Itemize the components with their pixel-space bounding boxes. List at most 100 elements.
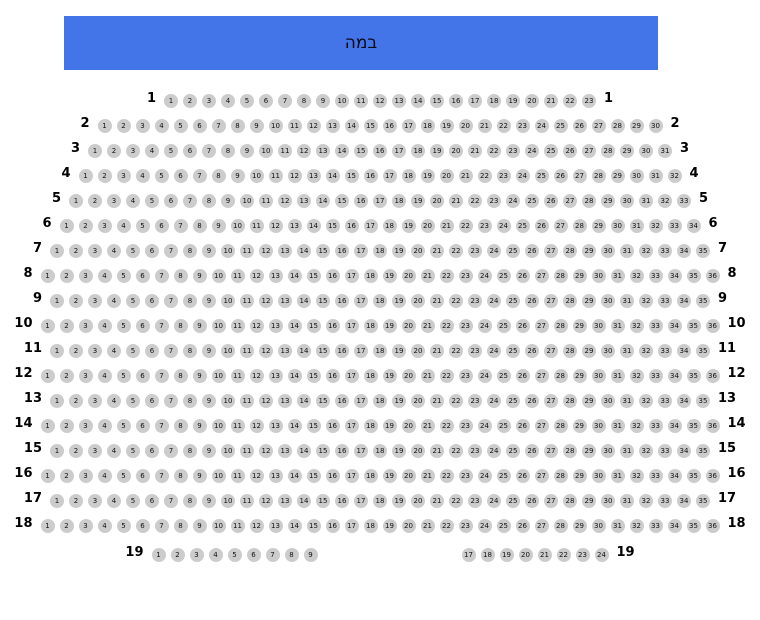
seat-row12-21[interactable]: 21 xyxy=(420,368,435,383)
seat-row8-22[interactable]: 22 xyxy=(439,268,454,283)
seat-row5-29[interactable]: 29 xyxy=(601,193,615,208)
seat-row1-14[interactable]: 14 xyxy=(411,93,425,108)
seat-row8-17[interactable]: 17 xyxy=(344,268,359,283)
seat-row5-18[interactable]: 18 xyxy=(392,193,406,208)
seat-row3-1[interactable]: 1 xyxy=(88,143,102,158)
seat-row10-33[interactable]: 33 xyxy=(648,318,663,333)
seat-row14-15[interactable]: 15 xyxy=(306,418,321,433)
seat-row11-30[interactable]: 30 xyxy=(601,343,615,358)
seat-row6-30[interactable]: 30 xyxy=(610,218,625,233)
seat-row5-22[interactable]: 22 xyxy=(468,193,482,208)
seat-row11-5[interactable]: 5 xyxy=(126,343,140,358)
seat-row5-12[interactable]: 12 xyxy=(278,193,292,208)
seat-row8-30[interactable]: 30 xyxy=(591,268,606,283)
seat-row12-25[interactable]: 25 xyxy=(496,368,511,383)
seat-row9-14[interactable]: 14 xyxy=(297,293,311,308)
seat-row15-11[interactable]: 11 xyxy=(240,443,254,458)
seat-row14-13[interactable]: 13 xyxy=(268,418,283,433)
seat-row16-2[interactable]: 2 xyxy=(59,468,74,483)
seat-row8-25[interactable]: 25 xyxy=(496,268,511,283)
seat-row14-30[interactable]: 30 xyxy=(591,418,606,433)
seat-row8-19[interactable]: 19 xyxy=(382,268,397,283)
seat-row4-4[interactable]: 4 xyxy=(135,168,150,183)
seat-row12-9[interactable]: 9 xyxy=(192,368,207,383)
seat-row6-18[interactable]: 18 xyxy=(382,218,397,233)
seat-row10-35[interactable]: 35 xyxy=(686,318,701,333)
seat-row5-2[interactable]: 2 xyxy=(88,193,102,208)
seat-row17-9[interactable]: 9 xyxy=(202,493,216,508)
seat-row2-28[interactable]: 28 xyxy=(610,118,625,133)
seat-row18-12[interactable]: 12 xyxy=(249,518,264,533)
seat-row2-30[interactable]: 30 xyxy=(648,118,663,133)
seat-row17-6[interactable]: 6 xyxy=(145,493,159,508)
seat-row6-19[interactable]: 19 xyxy=(401,218,416,233)
seat-row15-27[interactable]: 27 xyxy=(544,443,558,458)
seat-row17-14[interactable]: 14 xyxy=(297,493,311,508)
seat-row16-29[interactable]: 29 xyxy=(572,468,587,483)
seat-row2-7[interactable]: 7 xyxy=(211,118,226,133)
seat-row13-25[interactable]: 25 xyxy=(506,393,520,408)
seat-row18-3[interactable]: 3 xyxy=(78,518,93,533)
seat-row2-24[interactable]: 24 xyxy=(534,118,549,133)
seat-row15-9[interactable]: 9 xyxy=(202,443,216,458)
seat-row3-5[interactable]: 5 xyxy=(164,143,178,158)
seat-row8-18[interactable]: 18 xyxy=(363,268,378,283)
seat-row4-6[interactable]: 6 xyxy=(173,168,188,183)
seat-row10-13[interactable]: 13 xyxy=(268,318,283,333)
seat-row8-10[interactable]: 10 xyxy=(211,268,226,283)
seat-row14-23[interactable]: 23 xyxy=(458,418,473,433)
seat-row15-21[interactable]: 21 xyxy=(430,443,444,458)
seat-row16-25[interactable]: 25 xyxy=(496,468,511,483)
seat-row4-15[interactable]: 15 xyxy=(344,168,359,183)
seat-row1-21[interactable]: 21 xyxy=(544,93,558,108)
seat-row3-26[interactable]: 26 xyxy=(563,143,577,158)
seat-row5-6[interactable]: 6 xyxy=(164,193,178,208)
seat-row15-2[interactable]: 2 xyxy=(69,443,83,458)
seat-row18-23[interactable]: 23 xyxy=(458,518,473,533)
seat-row10-8[interactable]: 8 xyxy=(173,318,188,333)
seat-row7-12[interactable]: 12 xyxy=(259,243,273,258)
seat-row13-24[interactable]: 24 xyxy=(487,393,501,408)
seat-row18-5[interactable]: 5 xyxy=(116,518,131,533)
seat-row6-28[interactable]: 28 xyxy=(572,218,587,233)
seat-row13-10[interactable]: 10 xyxy=(221,393,235,408)
seat-row16-32[interactable]: 32 xyxy=(629,468,644,483)
seat-row16-34[interactable]: 34 xyxy=(667,468,682,483)
seat-row19-8[interactable]: 8 xyxy=(284,547,299,562)
seat-row14-22[interactable]: 22 xyxy=(439,418,454,433)
seat-row4-30[interactable]: 30 xyxy=(629,168,644,183)
seat-row9-12[interactable]: 12 xyxy=(259,293,273,308)
seat-row15-30[interactable]: 30 xyxy=(601,443,615,458)
seat-row13-31[interactable]: 31 xyxy=(620,393,634,408)
seat-row9-35[interactable]: 35 xyxy=(696,293,710,308)
seat-row9-1[interactable]: 1 xyxy=(50,293,64,308)
seat-row4-3[interactable]: 3 xyxy=(116,168,131,183)
seat-row14-34[interactable]: 34 xyxy=(667,418,682,433)
seat-row6-31[interactable]: 31 xyxy=(629,218,644,233)
seat-row9-32[interactable]: 32 xyxy=(639,293,653,308)
seat-row5-20[interactable]: 20 xyxy=(430,193,444,208)
seat-row2-13[interactable]: 13 xyxy=(325,118,340,133)
seat-row8-27[interactable]: 27 xyxy=(534,268,549,283)
seat-row15-12[interactable]: 12 xyxy=(259,443,273,458)
seat-row9-20[interactable]: 20 xyxy=(411,293,425,308)
seat-row11-34[interactable]: 34 xyxy=(677,343,691,358)
seat-row15-6[interactable]: 6 xyxy=(145,443,159,458)
seat-row1-1[interactable]: 1 xyxy=(164,93,178,108)
seat-row7-17[interactable]: 17 xyxy=(354,243,368,258)
seat-row17-22[interactable]: 22 xyxy=(449,493,463,508)
seat-row6-14[interactable]: 14 xyxy=(306,218,321,233)
seat-row17-20[interactable]: 20 xyxy=(411,493,425,508)
seat-row10-22[interactable]: 22 xyxy=(439,318,454,333)
seat-row15-7[interactable]: 7 xyxy=(164,443,178,458)
seat-row12-11[interactable]: 11 xyxy=(230,368,245,383)
seat-row5-30[interactable]: 30 xyxy=(620,193,634,208)
seat-row7-9[interactable]: 9 xyxy=(202,243,216,258)
seat-row13-35[interactable]: 35 xyxy=(696,393,710,408)
seat-row5-1[interactable]: 1 xyxy=(69,193,83,208)
seat-row10-26[interactable]: 26 xyxy=(515,318,530,333)
seat-row10-29[interactable]: 29 xyxy=(572,318,587,333)
seat-row18-20[interactable]: 20 xyxy=(401,518,416,533)
seat-row3-23[interactable]: 23 xyxy=(506,143,520,158)
seat-row8-21[interactable]: 21 xyxy=(420,268,435,283)
